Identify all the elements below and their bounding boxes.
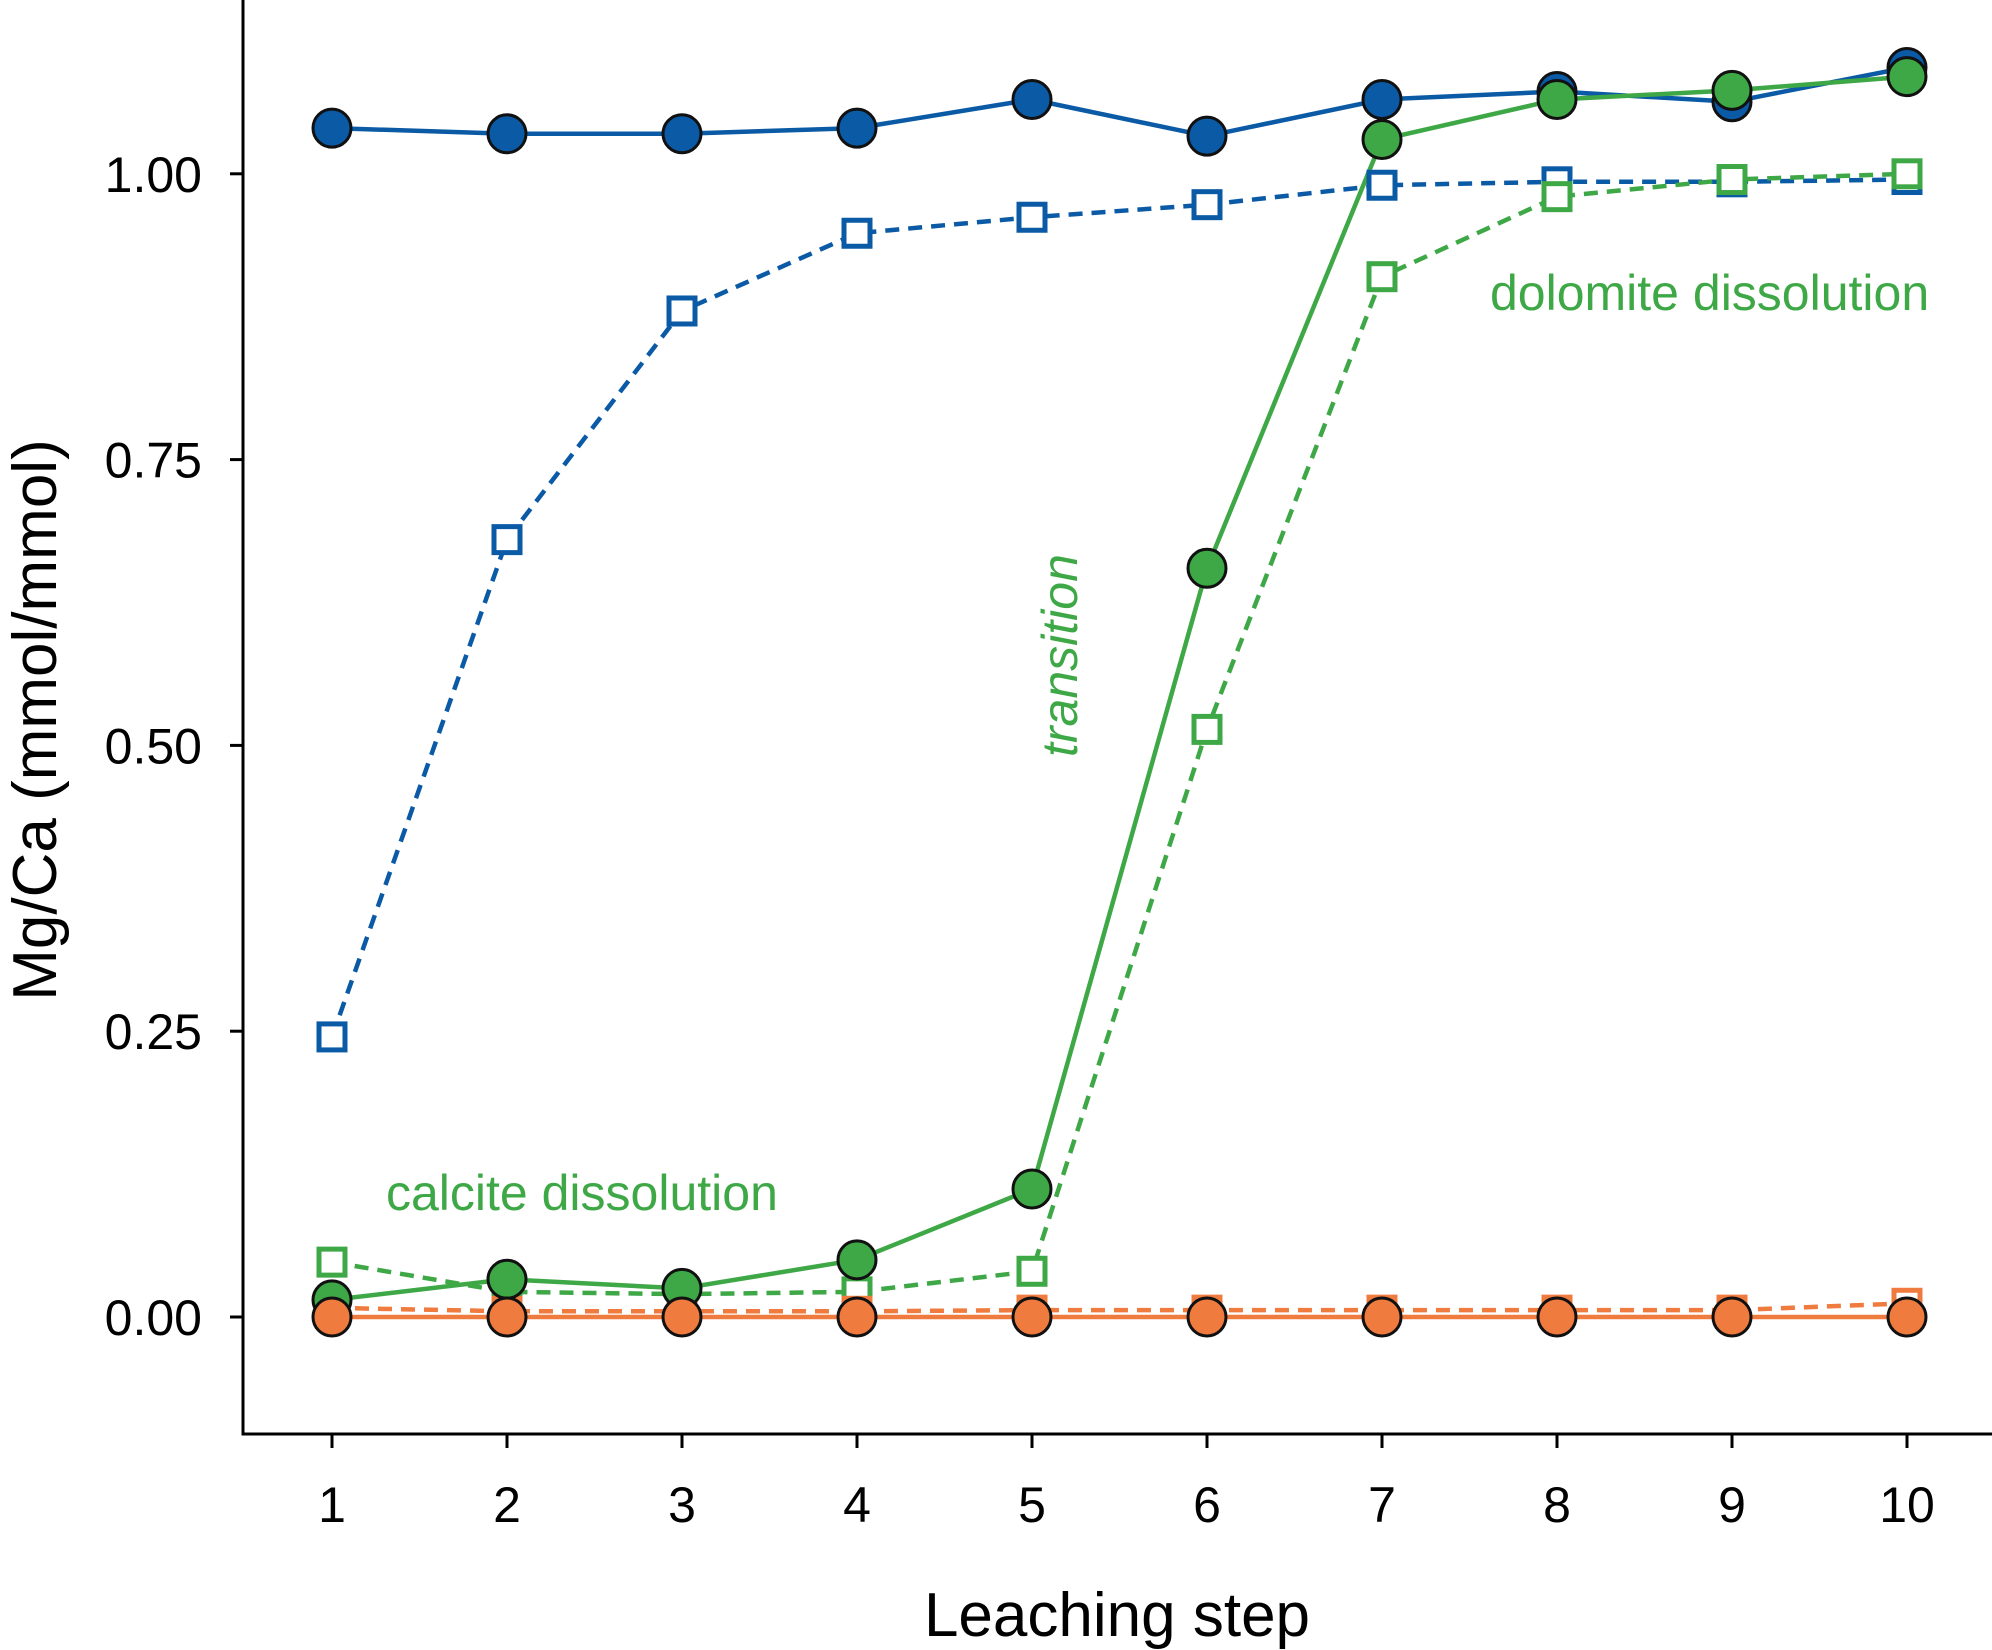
series-line [331, 1301, 1908, 1314]
data-point-square [1366, 169, 1398, 201]
x-tick-label: 8 [1543, 1477, 1571, 1533]
data-point-square [316, 1246, 348, 1278]
data-point-square [1541, 181, 1573, 213]
data-point-square [666, 295, 698, 327]
data-point-circle [311, 1296, 353, 1338]
x-tick-label: 4 [843, 1477, 871, 1533]
y-tick-label: 1.00 [105, 147, 202, 203]
x-tick-label: 1 [318, 1477, 346, 1533]
data-point-square [1366, 261, 1398, 293]
data-point-circle [1011, 78, 1053, 120]
y-tick-label: 0.25 [105, 1004, 202, 1060]
data-point-square [841, 217, 873, 249]
data-point-circle [661, 1296, 703, 1338]
data-point-circle [486, 1296, 528, 1338]
annotation-dolomite-dissolution: dolomite dissolution [1490, 265, 1929, 321]
annotations: calcite dissolution transition dolomite … [386, 265, 1929, 1221]
data-point-circle [661, 113, 703, 155]
x-tick-label: 9 [1718, 1477, 1746, 1533]
series-line [331, 171, 1908, 1297]
data-point-circle [1361, 1296, 1403, 1338]
data-point-circle [311, 107, 353, 149]
y-tick-label: 0.50 [105, 718, 202, 774]
data-point-circle [1186, 1296, 1228, 1338]
data-point-circle [1536, 78, 1578, 120]
series-markers [311, 46, 1928, 1338]
data-point-circle [836, 1239, 878, 1281]
x-tick-label: 10 [1879, 1477, 1935, 1533]
x-tick-label: 3 [668, 1477, 696, 1533]
y-axis-title: Mg/Ca (mmol/mmol) [1, 439, 70, 1000]
data-point-circle [1186, 115, 1228, 157]
data-point-circle [1711, 69, 1753, 111]
x-axis-title: Leaching step [924, 1581, 1310, 1650]
data-point-circle [486, 113, 528, 155]
data-point-circle [1361, 78, 1403, 120]
y-tick-label: 0.75 [105, 433, 202, 489]
data-point-square [1191, 189, 1223, 221]
data-point-circle [1361, 119, 1403, 161]
data-point-square [1716, 164, 1748, 196]
annotation-transition: transition [1032, 554, 1088, 757]
data-point-circle [1186, 547, 1228, 589]
data-point-circle [1011, 1296, 1053, 1338]
data-point-square [1016, 201, 1048, 233]
data-point-circle [1886, 56, 1928, 98]
data-point-square [1191, 713, 1223, 745]
series-line [329, 177, 1908, 1038]
series-lines [329, 65, 1908, 1320]
data-point-circle [1886, 1296, 1928, 1338]
series-layer [311, 46, 1928, 1338]
x-tick-label: 6 [1193, 1477, 1221, 1533]
data-point-square [491, 524, 523, 556]
x-tick-label: 5 [1018, 1477, 1046, 1533]
data-point-circle [1011, 1168, 1053, 1210]
data-point-circle [486, 1258, 528, 1300]
x-tick-label: 2 [493, 1477, 521, 1533]
data-point-circle [1711, 1296, 1753, 1338]
axes [241, 0, 1992, 1436]
data-point-square [1891, 158, 1923, 190]
data-point-circle [1536, 1296, 1578, 1338]
data-point-square [316, 1021, 348, 1053]
x-ticks: 1 2 3 4 5 6 7 8 9 10 [318, 1434, 1935, 1533]
y-ticks: 0.00 0.25 0.50 0.75 1.00 [105, 147, 243, 1346]
series-line [331, 74, 1908, 1303]
annotation-calcite-dissolution: calcite dissolution [386, 1165, 778, 1221]
data-point-square [1016, 1255, 1048, 1287]
y-tick-label: 0.00 [105, 1290, 202, 1346]
data-point-circle [836, 1296, 878, 1338]
series-line [331, 65, 1908, 139]
x-tick-label: 7 [1368, 1477, 1396, 1533]
data-point-circle [836, 107, 878, 149]
